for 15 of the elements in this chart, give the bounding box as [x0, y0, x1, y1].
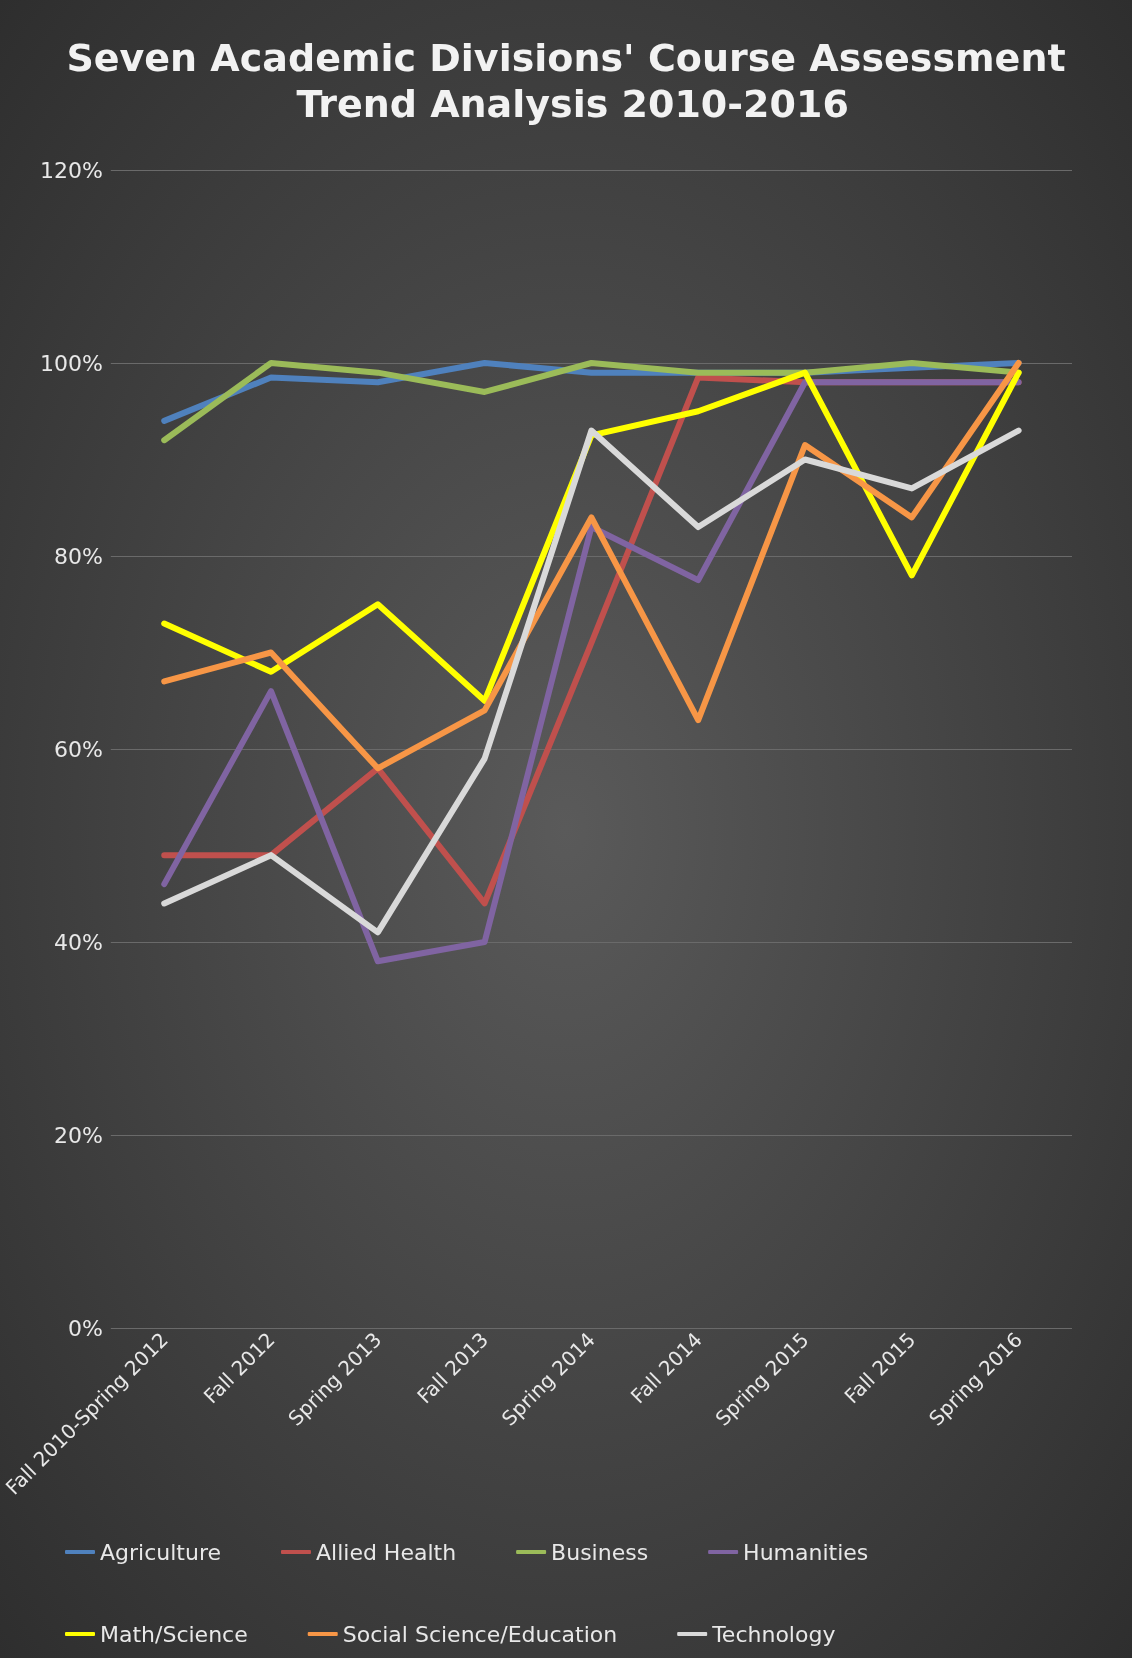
- y-tick-label: 20%: [53, 1122, 103, 1148]
- y-tick-label: 60%: [53, 736, 103, 762]
- y-tick-label: 0%: [67, 1315, 103, 1341]
- y-tick-label: 120%: [39, 157, 103, 183]
- legend-label: Technology: [711, 1621, 836, 1647]
- legend-label: Humanities: [743, 1539, 869, 1565]
- y-tick-label: 80%: [53, 543, 103, 569]
- legend-label: Business: [551, 1539, 649, 1565]
- y-tick-label: 40%: [53, 929, 103, 955]
- y-tick-label: 100%: [39, 350, 103, 376]
- chart-title: Seven Academic Divisions' Course Assessment Trend Analysis 2010-2016: [66, 36, 1066, 126]
- legend-label: Math/Science: [100, 1621, 248, 1647]
- legend-label: Agriculture: [100, 1539, 221, 1565]
- legend-label: Social Science/Education: [342, 1621, 618, 1647]
- legend-label: Allied Health: [315, 1539, 457, 1565]
